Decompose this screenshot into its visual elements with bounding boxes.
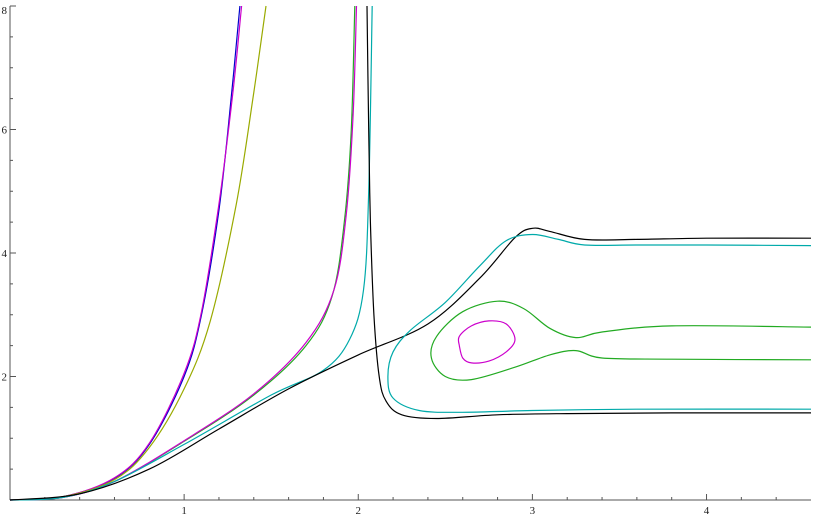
x-tick-label: 3 bbox=[530, 505, 536, 517]
y-tick-label: 4 bbox=[2, 248, 8, 260]
contour-curve-3 bbox=[9, 5, 267, 501]
y-tick-label: 8 bbox=[2, 5, 8, 17]
ticks: 1 2 3 4 2 4 6 8 bbox=[2, 5, 777, 517]
contour-curve-5 bbox=[9, 5, 358, 501]
contour-curve-6 bbox=[9, 5, 373, 501]
contour-curve-10 bbox=[430, 300, 812, 381]
contour-curve-8 bbox=[9, 227, 812, 501]
x-tick-label: 2 bbox=[356, 505, 362, 517]
x-tick-label: 4 bbox=[704, 505, 710, 517]
contour-curve-11 bbox=[457, 320, 516, 364]
contour-curve-2 bbox=[9, 5, 243, 501]
axes bbox=[9, 6, 811, 501]
curves bbox=[9, 5, 812, 501]
x-tick-label: 1 bbox=[181, 505, 187, 517]
y-tick-label: 2 bbox=[2, 372, 8, 384]
contour-curve-1 bbox=[9, 5, 241, 501]
contour-curve-4 bbox=[9, 5, 356, 501]
contour-curve-7 bbox=[366, 5, 812, 420]
contour-curve-9 bbox=[387, 233, 812, 413]
y-tick-label: 6 bbox=[2, 125, 8, 137]
